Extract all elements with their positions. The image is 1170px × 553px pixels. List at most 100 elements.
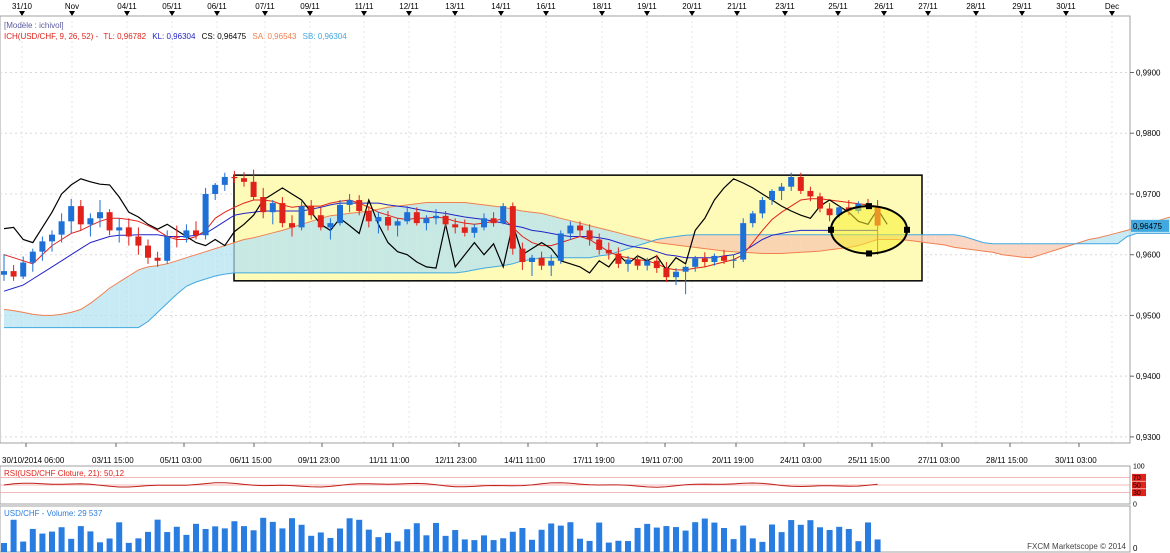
top-date-label: 21/11: [727, 2, 747, 11]
top-date-label: 06/11: [207, 2, 227, 11]
volume-bar: [586, 540, 593, 552]
volume-bar: [413, 523, 420, 552]
top-date-label: 23/11: [775, 2, 795, 11]
cloud-segment: [474, 203, 484, 270]
top-date-marker: [734, 11, 740, 16]
volume-bar: [759, 541, 766, 552]
watermark: FXCM Marketscope © 2014: [1027, 542, 1126, 551]
cloud-segment: [157, 263, 168, 313]
ellipse-handle: [866, 203, 872, 210]
candle-body: [509, 206, 516, 249]
legend-kl: KL: 0,96304: [152, 32, 196, 41]
cloud-segment: [244, 237, 254, 273]
cloud-segment: [100, 288, 110, 328]
cloud-segment: [781, 234, 792, 254]
top-date-label: 07/11: [255, 2, 275, 11]
cloud-segment: [455, 202, 465, 273]
candle-body: [663, 268, 670, 278]
candle-body: [279, 203, 286, 224]
volume-bar: [433, 522, 439, 552]
ellipse-handle: [866, 250, 872, 257]
rsi-level-label: 100: [1133, 464, 1145, 471]
volume-bar: [605, 542, 612, 552]
bottom-time-label: 03/11 15:00: [92, 456, 134, 465]
volume-bar: [116, 522, 123, 552]
top-date-marker: [1019, 11, 1025, 16]
candle-body: [740, 223, 747, 260]
volume-bar: [193, 523, 199, 552]
rsi-line: [3, 482, 878, 488]
kijun-line: [3, 202, 878, 292]
price-tick-label: 0,9700: [1136, 190, 1161, 199]
candle-body: [538, 257, 545, 266]
candle-body: [394, 221, 401, 226]
cloud-segment: [42, 315, 52, 328]
bottom-time-axis: 30/10/2014 06:00 03/11 15:00 05/11 03:00 06…: [0, 442, 1130, 465]
candle-body: [788, 176, 795, 187]
candle-body: [58, 221, 65, 235]
volume-bar: [730, 539, 737, 552]
volume-bar: [701, 518, 708, 552]
volume-bar: [231, 521, 238, 552]
cloud-segment: [90, 296, 100, 328]
volume-bar: [68, 538, 75, 552]
candle-body: [490, 218, 497, 224]
candle-body: [289, 223, 295, 228]
volume-bar: [865, 522, 871, 552]
volume-bar: [778, 532, 785, 552]
cloud-segment: [253, 235, 264, 273]
candle-body: [481, 218, 487, 228]
cloud-segment: [4, 309, 14, 328]
top-date-label: 18/11: [592, 2, 612, 11]
cloud-segment: [292, 224, 302, 273]
volume-bar: [212, 526, 219, 552]
rsi-level-box: [1132, 500, 1146, 508]
volume-bar: [461, 539, 468, 552]
rsi-level-box: [1132, 473, 1146, 481]
cloud-segment: [954, 234, 964, 249]
ellipse-shape: [830, 205, 908, 255]
bottom-time-label: 24/11 03:00: [780, 456, 822, 465]
candle-body: [97, 212, 103, 219]
volume-bar: [826, 530, 833, 552]
volume-bar: [298, 524, 305, 552]
candle-body: [250, 181, 257, 198]
top-date-label: 11/11: [355, 2, 374, 11]
candle-body: [356, 200, 363, 211]
volume-bar: [855, 541, 862, 552]
price-tick-label: 0,9800: [1136, 129, 1161, 138]
rsi-level-label: 0: [1133, 502, 1137, 509]
top-date-marker: [925, 11, 931, 16]
candle-body: [471, 227, 478, 233]
cloud-segment: [695, 234, 705, 249]
volume-bar: [269, 521, 276, 552]
cloud-segment: [628, 235, 638, 249]
volume-bar: [260, 517, 267, 552]
volume-bar: [58, 527, 65, 552]
cloud-segment: [714, 234, 724, 252]
volume-bar: [567, 522, 574, 552]
volume-bar: [173, 526, 180, 552]
candle-body: [413, 212, 420, 224]
cloud-segment: [330, 214, 340, 273]
volume-bar: [77, 526, 84, 552]
volume-bar: [749, 538, 756, 552]
volume-bar: [817, 527, 823, 552]
price-tick-label: 0,9400: [1136, 372, 1161, 381]
volume-bar: [346, 518, 353, 552]
cloud-segment: [138, 266, 148, 328]
candle-body: [337, 204, 343, 224]
candle-body: [423, 218, 430, 224]
candle-body: [385, 217, 391, 226]
cloud-segment: [820, 234, 830, 252]
cloud-segment: [109, 282, 120, 328]
candle-body: [682, 266, 689, 272]
cloud-segment: [272, 230, 283, 273]
candle-body: [1, 271, 7, 275]
cloud-segment: [925, 234, 936, 244]
price-pane: [Modèle : ichivol] ICH(USD/CHF, 9, 26, 5…: [0, 15, 1170, 444]
candle-body: [749, 213, 756, 224]
volume-bar: [164, 532, 171, 552]
cloud-segment: [186, 254, 196, 287]
bottom-time-label: 06/11 15:00: [230, 456, 272, 465]
